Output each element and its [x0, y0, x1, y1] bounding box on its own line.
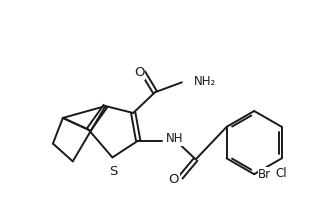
Text: Cl: Cl: [276, 167, 287, 180]
Text: NH: NH: [166, 132, 183, 145]
Text: O: O: [169, 173, 179, 186]
Text: O: O: [134, 66, 144, 79]
Text: S: S: [109, 165, 117, 178]
Text: Br: Br: [258, 168, 271, 181]
Text: NH₂: NH₂: [194, 75, 216, 88]
